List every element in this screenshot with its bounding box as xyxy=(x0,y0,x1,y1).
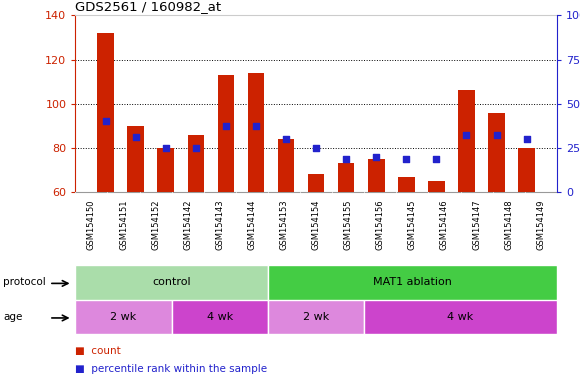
Bar xyxy=(428,181,445,192)
Text: protocol: protocol xyxy=(3,277,46,287)
Point xyxy=(402,156,411,162)
Bar xyxy=(278,139,294,192)
Text: GSM154151: GSM154151 xyxy=(119,199,128,250)
Point xyxy=(251,123,260,129)
Text: GSM154142: GSM154142 xyxy=(183,199,192,250)
Bar xyxy=(218,75,234,192)
Point xyxy=(432,156,441,162)
Text: GSM154154: GSM154154 xyxy=(311,199,321,250)
Point xyxy=(522,136,531,142)
Bar xyxy=(187,135,204,192)
Text: 2 wk: 2 wk xyxy=(110,312,137,322)
Bar xyxy=(75,265,268,300)
Bar xyxy=(268,265,557,300)
Point xyxy=(311,145,321,151)
Text: 4 wk: 4 wk xyxy=(447,312,474,322)
Text: GSM154156: GSM154156 xyxy=(376,199,385,250)
Point xyxy=(161,145,171,151)
Point xyxy=(101,118,110,124)
Text: GSM154144: GSM154144 xyxy=(248,199,256,250)
Bar xyxy=(128,126,144,192)
Text: GSM154148: GSM154148 xyxy=(504,199,513,250)
Text: GSM154145: GSM154145 xyxy=(408,199,417,250)
Text: GDS2561 / 160982_at: GDS2561 / 160982_at xyxy=(75,0,222,13)
Bar xyxy=(488,113,505,192)
Bar xyxy=(75,300,172,334)
Bar xyxy=(364,300,557,334)
Point xyxy=(492,131,501,138)
Bar xyxy=(248,73,264,192)
Point xyxy=(342,156,351,162)
Text: GSM154147: GSM154147 xyxy=(472,199,481,250)
Text: GSM154150: GSM154150 xyxy=(87,199,96,250)
Text: GSM154146: GSM154146 xyxy=(440,199,449,250)
Text: ■  percentile rank within the sample: ■ percentile rank within the sample xyxy=(75,364,267,374)
Bar xyxy=(458,91,475,192)
Bar xyxy=(172,300,268,334)
Text: GSM154152: GSM154152 xyxy=(151,199,160,250)
Point xyxy=(221,123,230,129)
Text: ■  count: ■ count xyxy=(75,346,121,356)
Point xyxy=(281,136,291,142)
Point xyxy=(372,154,381,160)
Text: GSM154143: GSM154143 xyxy=(215,199,224,250)
Text: GSM154149: GSM154149 xyxy=(536,199,545,250)
Bar xyxy=(338,163,354,192)
Text: GSM154153: GSM154153 xyxy=(280,199,288,250)
Bar xyxy=(398,177,415,192)
Point xyxy=(131,134,140,140)
Text: 4 wk: 4 wk xyxy=(206,312,233,322)
Text: control: control xyxy=(153,277,191,287)
Bar xyxy=(268,300,364,334)
Bar xyxy=(368,159,385,192)
Text: age: age xyxy=(3,312,22,322)
Bar xyxy=(97,33,114,192)
Bar xyxy=(157,148,174,192)
Point xyxy=(462,131,471,138)
Text: MAT1 ablation: MAT1 ablation xyxy=(373,277,452,287)
Text: 2 wk: 2 wk xyxy=(303,312,329,322)
Text: GSM154155: GSM154155 xyxy=(344,199,353,250)
Point xyxy=(191,145,201,151)
Bar xyxy=(519,148,535,192)
Bar xyxy=(308,174,324,192)
